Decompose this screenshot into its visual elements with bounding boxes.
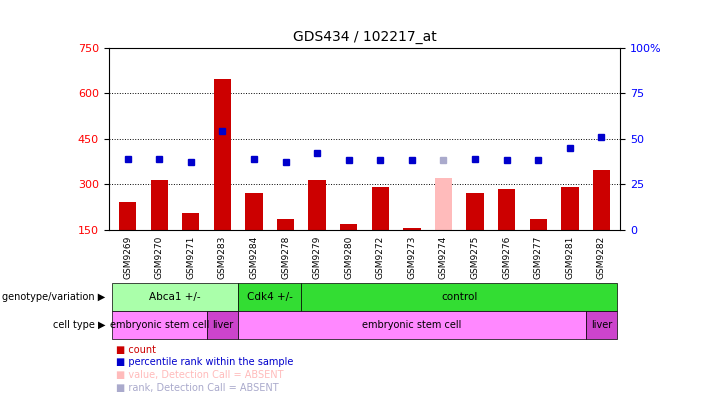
Bar: [151, 179, 168, 230]
Text: Abca1 +/-: Abca1 +/-: [149, 292, 200, 302]
Text: Cdk4 +/-: Cdk4 +/-: [247, 292, 293, 302]
Bar: [593, 170, 610, 230]
Bar: [182, 213, 200, 230]
Bar: [403, 228, 421, 230]
Text: embryonic stem cell: embryonic stem cell: [362, 320, 461, 330]
Bar: [119, 202, 136, 230]
Text: embryonic stem cell: embryonic stem cell: [109, 320, 209, 330]
Text: genotype/variation ▶: genotype/variation ▶: [2, 292, 105, 302]
Bar: [308, 179, 326, 230]
Bar: [372, 187, 389, 230]
Bar: [277, 219, 294, 230]
Text: ■ rank, Detection Call = ABSENT: ■ rank, Detection Call = ABSENT: [116, 383, 278, 392]
Bar: [214, 79, 231, 230]
Text: liver: liver: [591, 320, 612, 330]
Bar: [435, 178, 452, 230]
Bar: [466, 193, 484, 230]
Text: control: control: [441, 292, 477, 302]
Text: ■ value, Detection Call = ABSENT: ■ value, Detection Call = ABSENT: [116, 370, 283, 380]
Bar: [529, 219, 547, 230]
Bar: [562, 187, 578, 230]
Title: GDS434 / 102217_at: GDS434 / 102217_at: [292, 30, 437, 44]
Bar: [498, 188, 515, 230]
Text: liver: liver: [212, 320, 233, 330]
Text: cell type ▶: cell type ▶: [53, 320, 105, 330]
Bar: [340, 224, 358, 230]
Text: ■ count: ■ count: [116, 345, 156, 354]
Bar: [245, 193, 263, 230]
Text: ■ percentile rank within the sample: ■ percentile rank within the sample: [116, 357, 293, 367]
